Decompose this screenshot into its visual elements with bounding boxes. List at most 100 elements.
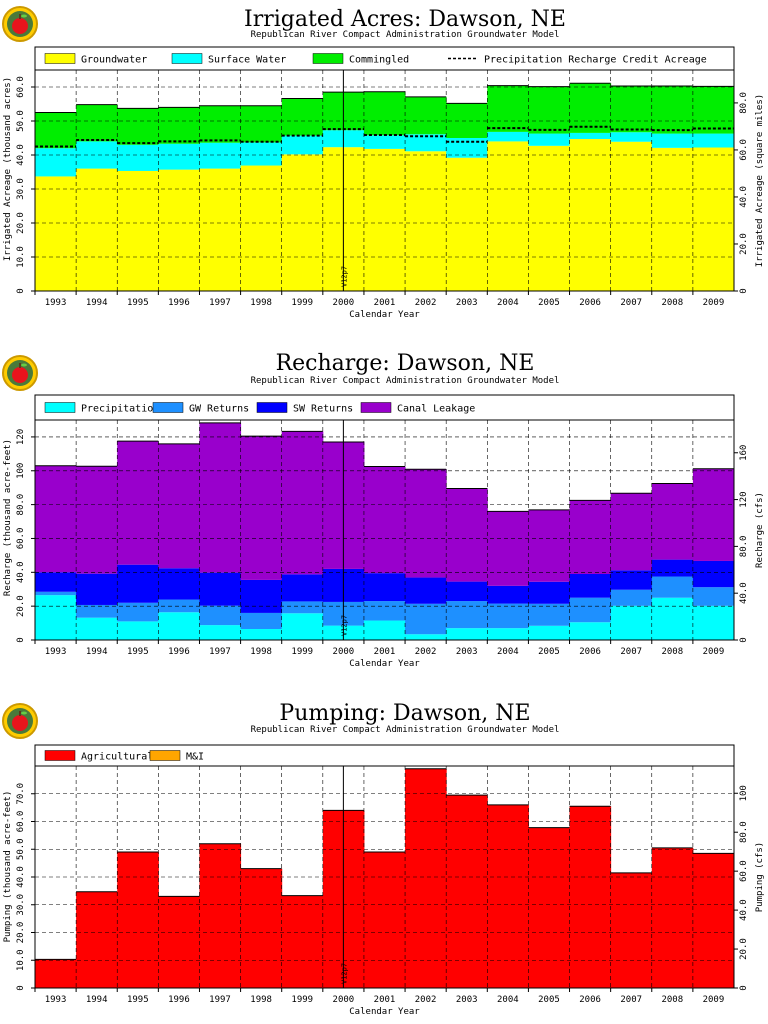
x-tick-label: 2000	[333, 995, 355, 1005]
x-tick-label: 2008	[661, 647, 683, 657]
y2-tick-label: 100	[739, 785, 749, 801]
bar-segment	[199, 843, 242, 988]
bar-segment	[610, 589, 653, 606]
x-tick-label: 1998	[250, 647, 272, 657]
bar-segment	[35, 572, 77, 592]
bar-segment	[363, 148, 406, 291]
bar-segment	[35, 959, 77, 988]
bar-segment	[199, 572, 242, 606]
bar-segment	[117, 441, 159, 565]
y-tick-label: 0	[16, 637, 26, 642]
bar-segment	[610, 493, 653, 571]
bar-segment	[651, 597, 694, 640]
bar-segment	[487, 804, 529, 988]
bar-segment	[405, 768, 447, 988]
y2-tick-label: 20.0	[739, 938, 749, 960]
bar-segment	[240, 105, 283, 143]
y-tick-label: 30.0	[16, 178, 26, 200]
bar-segment	[692, 587, 735, 606]
y2-tick-label: 20.0	[739, 233, 749, 255]
bar-segment	[610, 132, 653, 142]
legend-label: Precipitation	[81, 404, 159, 415]
y2-tick-label: 160	[739, 445, 749, 461]
bar-segment	[692, 133, 735, 148]
bar-segment	[487, 628, 529, 640]
y-tick-label: 40.0	[16, 561, 26, 583]
y-tick-label: 120	[16, 429, 26, 445]
x-tick-label: 2006	[579, 995, 601, 1005]
y-tick-label: 0	[16, 288, 26, 293]
bar-segment	[281, 154, 324, 291]
bar-segment	[405, 634, 447, 640]
bar-segment	[158, 143, 200, 170]
bar-segment	[528, 145, 571, 291]
x-tick-label: 1998	[250, 995, 272, 1005]
x-tick-label: 2006	[579, 647, 601, 657]
bar-segment	[569, 574, 612, 598]
bar-segment	[446, 157, 488, 291]
x-tick-label: 2003	[456, 298, 478, 308]
bar-segment	[158, 612, 200, 640]
bar-segment	[446, 795, 488, 988]
x-tick-label: 1996	[168, 298, 190, 308]
bar-segment	[117, 602, 159, 622]
y-tick-label: 70.0	[16, 783, 26, 805]
bar-segment	[240, 436, 283, 580]
y2-tick-label: 80.0	[739, 536, 749, 558]
bar-segment	[281, 895, 324, 988]
legend-label: SW Returns	[293, 404, 353, 415]
y-tick-label: 50.0	[16, 110, 26, 132]
bar-segment	[446, 628, 488, 640]
x-tick-label: 1995	[127, 995, 149, 1005]
apple-logo	[2, 6, 38, 42]
bar-segment	[692, 147, 735, 291]
x-tick-label: 1997	[209, 995, 231, 1005]
bar-segment	[651, 85, 694, 134]
bar-segment	[610, 872, 653, 988]
bar-segment	[692, 468, 735, 561]
x-tick-label: 2000	[333, 647, 355, 657]
bar-segment	[363, 135, 406, 149]
x-axis-label: Calendar Year	[349, 310, 420, 320]
bar-segment	[240, 868, 283, 988]
x-tick-label: 2009	[703, 647, 725, 657]
y2-tick-label: 0	[739, 637, 749, 642]
bar-segment	[528, 827, 571, 988]
legend-swatch	[312, 53, 344, 64]
chart-subtitle: Republican River Compact Administration …	[251, 376, 560, 386]
bar-segment	[446, 601, 488, 629]
bar-segment	[76, 617, 118, 640]
x-tick-label: 1993	[45, 298, 67, 308]
bar-segment	[199, 605, 242, 626]
y2-tick-label: 0	[739, 288, 749, 293]
bar-segment	[281, 135, 324, 155]
bar-segment	[158, 107, 200, 144]
legend-label: GW Returns	[189, 404, 249, 415]
bar-segment	[158, 568, 200, 600]
legend-swatch	[171, 53, 203, 64]
x-tick-label: 1996	[168, 647, 190, 657]
y-tick-label: 0	[16, 985, 26, 990]
y-tick-label: 10.0	[16, 246, 26, 268]
y-tick-label: 30.0	[16, 894, 26, 916]
x-tick-label: 1996	[168, 995, 190, 1005]
bar-segment	[240, 165, 283, 291]
bar-segment	[610, 570, 653, 590]
bar-segment	[117, 144, 159, 171]
y2-tick-label: 40.0	[739, 186, 749, 208]
chart-subtitle: Republican River Compact Administration …	[251, 30, 560, 40]
bar-segment	[76, 466, 118, 574]
bar-segment	[240, 612, 283, 629]
bar-segment	[405, 469, 447, 578]
bar-segment	[76, 604, 118, 618]
bar-segment	[199, 105, 242, 143]
x-tick-label: 2005	[538, 995, 560, 1005]
legend-label: Agricultural	[81, 752, 153, 763]
bar-segment	[199, 142, 242, 169]
bar-segment	[487, 603, 529, 629]
x-tick-label: 2001	[374, 647, 396, 657]
legend-swatch	[360, 402, 392, 413]
bar-segment	[487, 585, 529, 604]
bar-segment	[528, 625, 571, 640]
x-tick-label: 1999	[291, 995, 313, 1005]
